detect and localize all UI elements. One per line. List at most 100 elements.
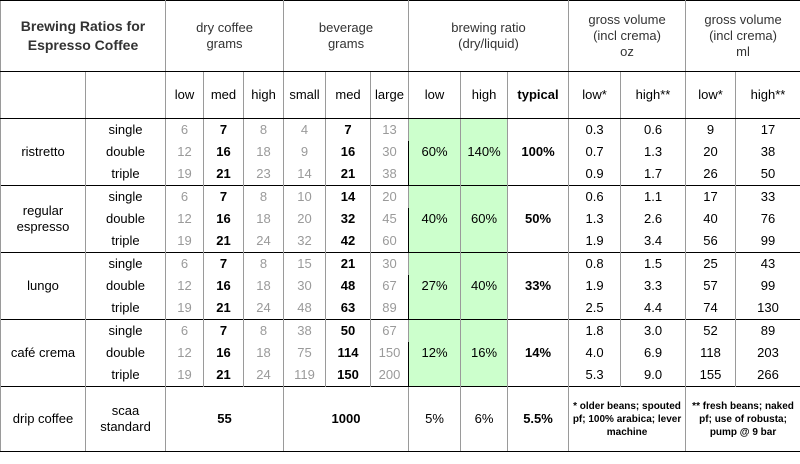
bev-grams: 67 xyxy=(370,319,410,342)
ratio-high: 60% xyxy=(460,185,509,253)
volume-oz: 2.6 xyxy=(620,208,687,230)
volume-ml: 99 xyxy=(735,275,800,297)
volume-ml: 25 xyxy=(685,252,737,275)
dry-grams: 12 xyxy=(165,208,204,230)
column-subheader: high xyxy=(460,71,509,119)
table-row: double 12 16 18 20 32 45 1.3 2.6 40 76 xyxy=(1,208,800,230)
table-row: double 12 16 18 9 16 30 0.7 1.3 20 38 xyxy=(1,141,800,163)
dry-grams: 18 xyxy=(242,342,285,364)
ratio-high: 140% xyxy=(460,118,509,186)
volume-oz: 0.6 xyxy=(620,118,687,141)
volume-oz: 1.3 xyxy=(568,208,622,230)
cell-line: regular xyxy=(22,203,64,218)
cell-line: lungo xyxy=(27,278,59,293)
ratio-typical: 33% xyxy=(507,252,570,320)
bev-grams: 30 xyxy=(283,275,327,297)
volume-oz: 4.0 xyxy=(568,342,622,364)
volume-ml: 266 xyxy=(735,364,800,387)
group-name: regular espresso xyxy=(0,185,86,253)
dry-grams: 16 xyxy=(203,275,244,297)
dry-grams: 18 xyxy=(242,208,285,230)
ratio-low: 5% xyxy=(408,386,462,452)
cell-line: Brewing Ratios for xyxy=(20,18,146,34)
table-row: ristretto single 6 7 8 4 7 13 60% 140% 100% 0.3 0.6 9… xyxy=(0,118,800,186)
dry-grams: 6 xyxy=(165,319,204,342)
cell-line: Espresso Coffee xyxy=(27,37,139,53)
dry-grams: 19 xyxy=(165,230,204,253)
bev-grams: 9 xyxy=(283,141,327,163)
dry-grams: 21 xyxy=(203,364,244,387)
table-row: Brewing Ratios for Espresso Coffee dry cof… xyxy=(0,0,800,72)
volume-oz: 9.0 xyxy=(620,364,687,387)
volume-oz: 3.4 xyxy=(620,230,687,253)
group-name: café crema xyxy=(0,319,86,387)
bev-grams: 13 xyxy=(370,118,410,141)
empty-header xyxy=(0,71,86,119)
dry-grams: 24 xyxy=(242,364,285,387)
volume-ml: 9 xyxy=(685,118,737,141)
size: single xyxy=(85,185,166,208)
dry-grams: 55 xyxy=(164,386,285,452)
column-subheader: high** xyxy=(620,71,687,119)
bev-grams: 21 xyxy=(325,163,372,186)
bev-grams: 30 xyxy=(370,141,410,163)
bev-grams: 30 xyxy=(370,252,410,275)
bev-grams: 10 xyxy=(283,185,327,208)
cell-line: espresso xyxy=(16,219,70,234)
note: * older beans; spouted pf; 100% arabica;… xyxy=(568,386,687,452)
column-subheader: small xyxy=(283,71,327,119)
dry-grams: 6 xyxy=(165,252,204,275)
dry-grams: 8 xyxy=(242,252,285,275)
dry-grams: 21 xyxy=(203,163,244,186)
brewing-table: Brewing Ratios for Espresso Coffee dry cof… xyxy=(0,0,800,452)
size: triple xyxy=(85,163,166,186)
cell-line: (dry/liquid) xyxy=(458,36,519,51)
bev-grams: 150 xyxy=(325,364,372,387)
cell-line: oz xyxy=(620,44,634,59)
volume-oz: 1.8 xyxy=(568,319,622,342)
column-subheader: high** xyxy=(735,71,800,119)
dry-grams: 6 xyxy=(165,185,204,208)
volume-ml: 76 xyxy=(735,208,800,230)
volume-ml: 130 xyxy=(735,297,800,320)
table-row: triple 19 21 24 119 150 200 5.3 9.0 155 266 xyxy=(1,364,800,387)
size: single xyxy=(85,252,166,275)
note: ** fresh beans; naked pf; use of robusta… xyxy=(685,386,800,452)
column-subheader: med xyxy=(325,71,372,119)
table-row: triple 19 21 24 48 63 89 2.5 4.4 74 130 xyxy=(1,297,800,320)
bev-grams: 89 xyxy=(370,297,410,320)
bev-grams: 150 xyxy=(370,342,410,364)
cell-line: gross volume xyxy=(704,12,782,27)
dry-grams: 6 xyxy=(165,118,204,141)
group-name: ristretto xyxy=(0,118,86,186)
ratio-low: 27% xyxy=(408,252,462,320)
bev-grams: 32 xyxy=(283,230,327,253)
dry-grams: 24 xyxy=(242,297,285,320)
cell-line: scaa xyxy=(111,403,140,418)
bev-grams: 4 xyxy=(283,118,327,141)
column-subheader: low xyxy=(165,71,204,119)
volume-oz: 1.7 xyxy=(620,163,687,186)
bev-grams: 75 xyxy=(283,342,327,364)
dry-grams: 12 xyxy=(165,275,204,297)
ratio-typical: 50% xyxy=(507,185,570,253)
volume-oz: 1.3 xyxy=(620,141,687,163)
volume-oz: 3.0 xyxy=(620,319,687,342)
volume-ml: 17 xyxy=(735,118,800,141)
dry-grams: 19 xyxy=(165,163,204,186)
ratio-high: 16% xyxy=(460,319,509,387)
dry-grams: 16 xyxy=(203,141,244,163)
bev-grams: 63 xyxy=(325,297,372,320)
table-row: regular espresso single 6 7 8 10 14 20 40% 60% 50% 0… xyxy=(0,185,800,253)
size: double xyxy=(85,141,166,163)
volume-ml: 33 xyxy=(735,185,800,208)
table-row: café crema single 6 7 8 38 50 67 12% 16% 14% 1.8 3.0… xyxy=(0,319,800,387)
dry-grams: 12 xyxy=(165,342,204,364)
bev-grams: 20 xyxy=(370,185,410,208)
table-row: low med high small med large low high typical low… xyxy=(0,71,800,119)
bev-grams: 14 xyxy=(325,185,372,208)
size: double xyxy=(85,342,166,364)
dry-grams: 16 xyxy=(203,208,244,230)
ratio-typical: 14% xyxy=(507,319,570,387)
